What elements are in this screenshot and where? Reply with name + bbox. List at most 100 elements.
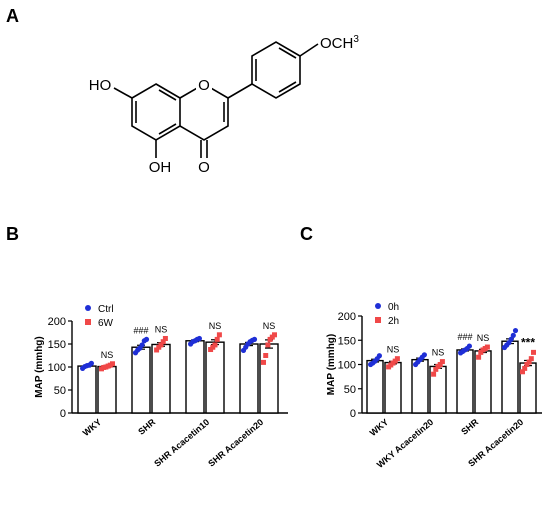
data-point [476, 354, 482, 360]
carbonyl-bond [200, 140, 208, 158]
y-tick-label: 150 [338, 335, 356, 347]
data-point [110, 361, 115, 367]
data-point [421, 352, 427, 358]
data-point [510, 332, 516, 338]
bar [384, 361, 402, 414]
data-point [139, 342, 145, 348]
y-tick-label: 0 [350, 408, 356, 420]
data-point [394, 356, 400, 362]
y-axis-title: MAP (mmhg) [34, 336, 45, 397]
data-point [433, 366, 439, 372]
significance-label: NS [101, 350, 114, 360]
data-point [160, 339, 166, 345]
bar [456, 349, 474, 414]
x-tick-label: SHR [136, 417, 157, 437]
bar [131, 346, 151, 414]
data-point [154, 347, 160, 353]
methoxy-label: OCH3 [320, 34, 359, 52]
data-point [143, 336, 150, 342]
legend-marker [375, 303, 381, 309]
ring-a-bonds [131, 83, 181, 141]
data-point [437, 362, 443, 367]
data-point [196, 335, 202, 342]
legend-label: 0h [388, 302, 399, 313]
data-point [531, 349, 536, 355]
data-point [484, 344, 490, 350]
significance-label: ### [457, 332, 472, 342]
bar [411, 358, 429, 414]
data-point [251, 336, 258, 342]
ring-b-bonds [251, 41, 301, 99]
panel-letter-a: A [6, 6, 19, 26]
x-tick-label: WKY [368, 417, 391, 438]
data-point [526, 359, 532, 365]
legend-label: Ctrl [98, 304, 114, 315]
data-point [522, 365, 528, 371]
bar [205, 341, 225, 414]
y-tick-label: 50 [54, 385, 66, 397]
y-tick-label: 200 [48, 316, 66, 328]
ring-oxygen-label: O [198, 77, 210, 94]
panel-letter-c: C [300, 224, 313, 244]
bar [239, 343, 259, 414]
significance-label: NS [477, 333, 490, 343]
y-axis-title: MAP (mmhg) [326, 334, 337, 395]
data-point [431, 371, 437, 377]
data-point [214, 336, 220, 342]
data-point [520, 369, 525, 375]
data-point [528, 356, 534, 362]
significance-label: NS [432, 348, 445, 358]
data-point [439, 359, 445, 365]
data-point [216, 332, 222, 338]
methoxy-text: OCH [320, 35, 353, 52]
data-point [508, 336, 514, 342]
data-point [466, 343, 472, 349]
significance-label: ### [133, 325, 148, 335]
legend-label: 2h [388, 316, 399, 327]
hydroxyl-bottom-label: OH [149, 159, 172, 176]
y-tick-label: 50 [344, 384, 356, 396]
data-point [88, 360, 94, 366]
bar [501, 340, 519, 414]
data-point [272, 332, 277, 338]
ring-a-double-bonds [135, 89, 177, 135]
data-point [158, 342, 164, 348]
methoxy-bond [299, 43, 319, 57]
bar [77, 365, 97, 414]
bar [366, 359, 384, 414]
bar [151, 343, 171, 414]
significance-label: *** [521, 335, 535, 349]
bar [185, 340, 205, 414]
data-point [512, 327, 519, 334]
data-point [212, 342, 218, 348]
significance-label: NS [387, 345, 400, 355]
x-tick-label: SHR Acacetin10 [152, 417, 211, 469]
ring-b-double-bonds [255, 47, 297, 93]
bar [259, 343, 279, 414]
bar [97, 365, 117, 414]
legend-marker [375, 317, 381, 323]
significance-label: NS [209, 321, 222, 331]
hydroxyl-bonds [113, 87, 157, 158]
methoxy-superscript: 3 [353, 34, 359, 45]
structure-labels: O O HO OH OCH3 [89, 34, 360, 176]
significance-label: NS [155, 324, 168, 334]
hydroxyl-top-label: HO [89, 77, 112, 94]
y-tick-label: 0 [60, 408, 66, 420]
data-point [162, 335, 168, 341]
y-tick-label: 150 [48, 339, 66, 351]
legend-marker [85, 305, 91, 311]
carbonyl-oxygen-label: O [198, 159, 210, 176]
aryl-link-bond [227, 83, 253, 99]
data-point [265, 342, 271, 348]
y-tick-label: 100 [338, 360, 356, 372]
x-tick-label: WKY [81, 417, 104, 438]
panel-letter-b: B [6, 224, 19, 244]
legend-marker [85, 319, 91, 325]
data-point [376, 353, 382, 359]
y-tick-label: 100 [48, 362, 66, 374]
data-point [263, 353, 269, 358]
